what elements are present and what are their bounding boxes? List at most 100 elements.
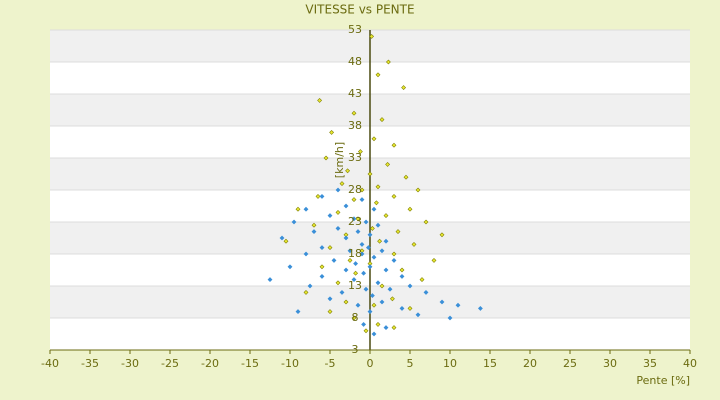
- y-tick-label: 8: [352, 311, 359, 324]
- x-tick-label: -20: [201, 357, 219, 370]
- point: [375, 72, 381, 78]
- point: [411, 241, 417, 247]
- point: [369, 33, 375, 39]
- x-tick-label: 35: [643, 357, 657, 370]
- point: [283, 238, 289, 244]
- x-tick-label: 20: [523, 357, 537, 370]
- point: [351, 216, 357, 222]
- x-axis-title: Pente [%]: [636, 374, 690, 387]
- point: [353, 261, 359, 267]
- point: [375, 280, 381, 286]
- point: [311, 229, 317, 235]
- point: [323, 155, 329, 161]
- chart-title: VITESSE vs PENTE: [305, 3, 414, 17]
- point: [385, 59, 391, 65]
- point: [359, 241, 365, 247]
- point: [383, 267, 389, 273]
- point: [351, 197, 357, 203]
- y-tick-label: 28: [348, 183, 362, 196]
- y-tick-label: 53: [348, 23, 362, 36]
- point: [447, 315, 453, 321]
- point: [399, 273, 405, 279]
- y-tick-label: 18: [348, 247, 362, 260]
- point: [387, 286, 393, 292]
- point: [439, 232, 445, 238]
- point: [353, 270, 359, 276]
- x-tick-label: 5: [407, 357, 414, 370]
- point: [363, 328, 369, 334]
- point: [367, 264, 373, 270]
- point: [367, 232, 373, 238]
- point: [311, 222, 317, 228]
- y-tick-label: 23: [348, 215, 362, 228]
- point: [303, 289, 309, 295]
- point: [287, 264, 293, 270]
- point: [363, 286, 369, 292]
- point: [375, 222, 381, 228]
- point: [419, 277, 425, 283]
- point: [295, 309, 301, 315]
- point: [319, 193, 325, 199]
- point: [307, 283, 313, 289]
- point: [423, 219, 429, 225]
- point: [391, 257, 397, 263]
- point: [359, 251, 365, 257]
- x-tick-label: -5: [325, 357, 336, 370]
- x-tick-label: -30: [121, 357, 139, 370]
- point: [377, 238, 383, 244]
- point: [267, 277, 273, 283]
- point: [477, 305, 483, 311]
- point: [415, 312, 421, 318]
- point: [391, 142, 397, 148]
- point: [361, 321, 367, 327]
- x-tick-label: 40: [683, 357, 697, 370]
- point: [391, 193, 397, 199]
- x-tick-label: 30: [603, 357, 617, 370]
- point: [407, 206, 413, 212]
- y-tick-label: 3: [352, 343, 359, 356]
- point: [371, 136, 377, 142]
- point: [295, 206, 301, 212]
- point: [391, 325, 397, 331]
- point: [345, 168, 351, 174]
- point: [351, 315, 357, 321]
- point: [347, 257, 353, 263]
- point: [365, 245, 371, 251]
- point: [343, 203, 349, 209]
- point: [439, 299, 445, 305]
- point: [363, 219, 369, 225]
- point: [351, 277, 357, 283]
- y-tick-label: 13: [348, 279, 362, 292]
- point: [335, 187, 341, 193]
- point: [303, 206, 309, 212]
- x-tick-label: -15: [241, 357, 259, 370]
- point: [355, 229, 361, 235]
- point: [361, 270, 367, 276]
- point: [367, 309, 373, 315]
- point: [303, 251, 309, 257]
- point: [423, 289, 429, 295]
- point: [373, 200, 379, 206]
- point: [379, 117, 385, 123]
- point: [401, 85, 407, 91]
- point: [379, 299, 385, 305]
- point: [371, 206, 377, 212]
- y-axis-title: [km/h]: [333, 142, 346, 178]
- point: [343, 267, 349, 273]
- point: [331, 257, 337, 263]
- point: [319, 273, 325, 279]
- point: [327, 296, 333, 302]
- point: [339, 181, 345, 187]
- point: [355, 302, 361, 308]
- x-tick-label: 0: [367, 357, 374, 370]
- point: [335, 209, 341, 215]
- point: [291, 219, 297, 225]
- point: [355, 216, 361, 222]
- point: [403, 174, 409, 180]
- x-tick-label: -10: [281, 357, 299, 370]
- y-tick-label: 33: [348, 151, 362, 164]
- point: [319, 264, 325, 270]
- point: [327, 213, 333, 219]
- point: [319, 245, 325, 251]
- point: [327, 309, 333, 315]
